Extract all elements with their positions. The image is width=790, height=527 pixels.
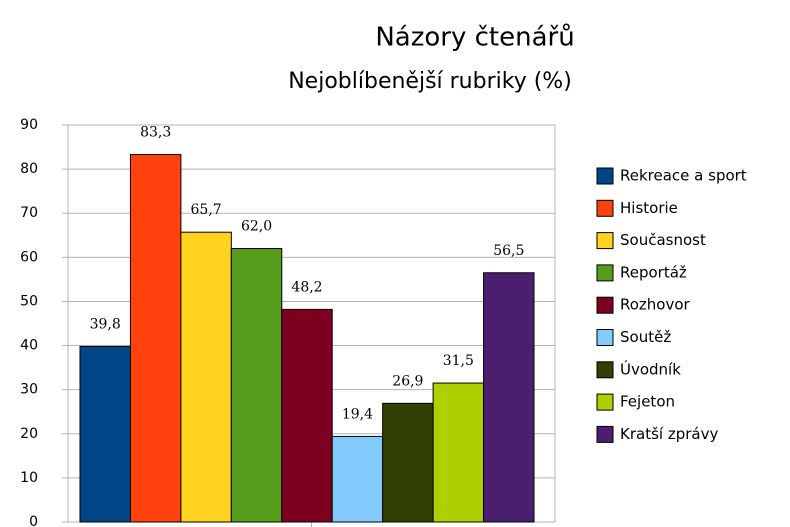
data-label: 31,5	[443, 353, 474, 369]
legend-swatch	[596, 361, 614, 379]
legend-label: Kratší zprávy	[620, 425, 718, 443]
legend-swatch	[596, 296, 614, 314]
legend-label: Úvodník	[620, 359, 681, 378]
data-label: 65,7	[191, 202, 222, 218]
data-label: 56,5	[493, 243, 524, 259]
y-tick-label: 50	[20, 293, 38, 309]
data-label: 26,9	[392, 373, 423, 389]
legend-label: Historie	[620, 199, 678, 217]
legend-label: Soutěž	[620, 328, 671, 346]
bar	[331, 435, 384, 523]
bar	[230, 248, 283, 523]
legend-swatch	[596, 329, 614, 346]
data-label: 19,4	[342, 406, 373, 422]
legend-swatch	[596, 199, 614, 217]
legend-label: Rozhovor	[620, 296, 691, 314]
legend-label: Současnost	[620, 231, 706, 249]
bar	[180, 231, 232, 523]
legend-swatch	[596, 167, 614, 185]
legend-swatch	[596, 232, 614, 250]
y-tick-label: 0	[29, 514, 38, 527]
legend-swatch	[596, 425, 614, 443]
legend-swatch	[596, 393, 614, 411]
chart-title: Názory čtenářů	[375, 23, 574, 53]
bar	[281, 308, 333, 523]
y-tick-label: 10	[20, 470, 38, 486]
bar	[483, 272, 535, 523]
bar	[129, 154, 182, 523]
y-tick-label: 40	[20, 338, 38, 354]
legend-label: Fejeton	[620, 393, 675, 411]
data-label: 62,0	[241, 219, 272, 235]
y-tick-label: 90	[20, 117, 38, 133]
y-tick-label: 60	[20, 249, 38, 265]
y-tick-label: 80	[20, 161, 38, 177]
legend-label: Rekreace a sport	[620, 167, 747, 185]
y-tick-label: 70	[20, 205, 38, 221]
data-label: 39,8	[90, 316, 121, 332]
y-tick-label: 30	[20, 382, 38, 398]
bar	[79, 345, 131, 523]
y-tick-label: 20	[20, 426, 38, 442]
bar	[432, 382, 485, 523]
data-label: 48,2	[291, 279, 322, 295]
data-label: 83,3	[140, 125, 171, 141]
chart-subtitle: Nejoblíbenější rubriky (%)	[288, 69, 572, 94]
bar	[382, 402, 434, 523]
legend-swatch	[596, 264, 614, 282]
legend-label: Reportáž	[620, 263, 687, 281]
